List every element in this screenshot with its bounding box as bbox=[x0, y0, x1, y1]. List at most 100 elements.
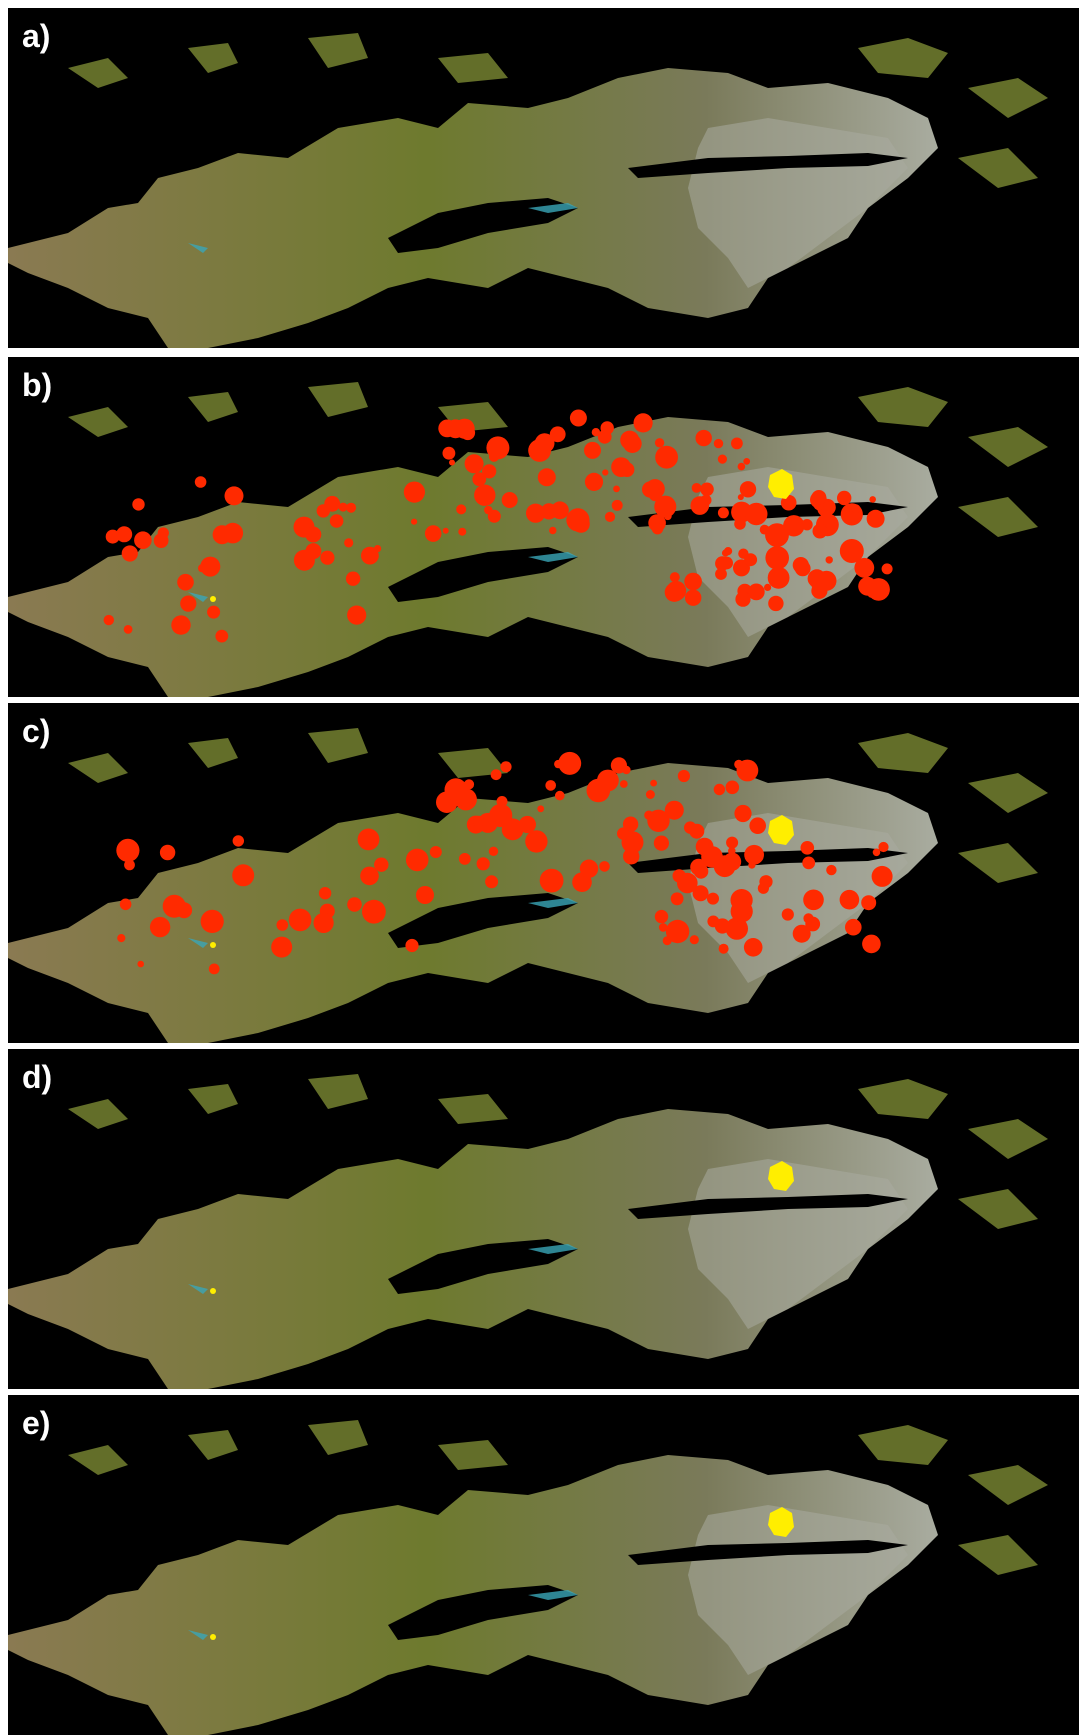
fire-detection-mark bbox=[713, 783, 726, 796]
central-valley bbox=[388, 893, 578, 948]
fire-detection-mark bbox=[749, 817, 766, 834]
fire-detection-mark bbox=[745, 502, 768, 526]
fire-detection-mark bbox=[194, 476, 207, 488]
fire-detection-mark bbox=[405, 848, 429, 872]
fire-detection-mark bbox=[803, 913, 814, 924]
fire-detection-mark bbox=[208, 963, 220, 975]
fire-detection-mark bbox=[812, 523, 828, 539]
fire-detection-mark bbox=[858, 576, 877, 596]
central-valley bbox=[388, 198, 578, 253]
fire-detection-mark bbox=[685, 589, 702, 606]
fire-detection-mark bbox=[851, 504, 861, 514]
yellow-patch bbox=[768, 815, 794, 845]
fire-detection-mark bbox=[539, 868, 564, 893]
fire-detection-mark bbox=[518, 815, 536, 834]
fire-detection-mark bbox=[734, 804, 752, 823]
fire-detection-mark bbox=[198, 564, 207, 573]
fire-detection-mark bbox=[124, 859, 135, 871]
fire-detection-mark bbox=[725, 917, 748, 940]
fire-detection-mark bbox=[537, 468, 556, 487]
east-valley bbox=[628, 153, 908, 178]
fire-detection-mark bbox=[405, 938, 419, 953]
fire-detection-mark bbox=[305, 526, 322, 543]
fire-detection-mark bbox=[707, 892, 719, 905]
fire-detection-mark bbox=[736, 759, 759, 782]
yellow-patch-small bbox=[210, 596, 216, 602]
fire-detection-mark bbox=[651, 523, 664, 535]
fire-detection-mark bbox=[569, 409, 587, 427]
fire-detection-mark bbox=[586, 778, 611, 803]
fire-detection-mark bbox=[744, 844, 764, 865]
fire-detection-mark bbox=[442, 446, 456, 460]
fire-detection-mark bbox=[212, 525, 232, 545]
fire-detection-mark bbox=[572, 872, 592, 892]
fire-detection-mark bbox=[584, 441, 601, 459]
fire-detection-mark bbox=[346, 502, 357, 513]
fire-detection-mark bbox=[695, 429, 712, 447]
fire-detection-mark bbox=[665, 919, 690, 944]
fire-detection-mark bbox=[103, 614, 115, 626]
central-valley bbox=[388, 1239, 578, 1294]
fire-detection-mark bbox=[613, 485, 620, 493]
fire-detection-mark bbox=[881, 563, 893, 575]
fire-detection-mark bbox=[728, 847, 736, 855]
fire-detection-mark bbox=[318, 887, 332, 900]
fire-detection-mark bbox=[684, 572, 702, 591]
fire-detection-mark bbox=[633, 413, 653, 433]
fire-detection-mark bbox=[872, 848, 881, 857]
fire-detection-mark bbox=[757, 882, 770, 894]
fire-detection-mark bbox=[490, 769, 502, 781]
fire-detection-mark bbox=[482, 464, 497, 479]
fire-detection-mark bbox=[540, 503, 558, 520]
fire-detection-mark bbox=[623, 434, 642, 453]
fire-detection-mark bbox=[119, 898, 132, 911]
fire-detection-mark bbox=[500, 761, 512, 773]
fire-detection-mark bbox=[558, 751, 582, 775]
fire-detection-mark bbox=[801, 519, 813, 531]
fire-detection-mark bbox=[689, 935, 699, 945]
fire-detection-mark bbox=[794, 560, 811, 577]
fire-detection-mark bbox=[744, 553, 758, 567]
fire-detection-mark bbox=[232, 835, 244, 847]
fire-detection-mark bbox=[862, 934, 881, 954]
fire-detection-mark bbox=[871, 865, 893, 887]
fire-detection-mark bbox=[611, 457, 631, 477]
water-body bbox=[188, 203, 578, 253]
fire-detection-mark bbox=[717, 507, 729, 519]
fire-detection-mark bbox=[619, 780, 628, 788]
fire-detection-mark bbox=[854, 557, 875, 578]
fire-detection-mark bbox=[622, 765, 631, 775]
fire-detection-mark bbox=[474, 484, 496, 506]
fire-detection-mark bbox=[501, 492, 518, 508]
map-panel-a: a) bbox=[8, 8, 1079, 348]
fire-detection-mark bbox=[207, 605, 221, 619]
fire-detection-mark bbox=[803, 889, 824, 911]
central-valley bbox=[388, 1585, 578, 1640]
fire-detection-mark bbox=[611, 499, 623, 511]
yellow-patch-small bbox=[210, 1288, 216, 1294]
fire-detection-mark bbox=[360, 866, 379, 886]
fire-detection-mark bbox=[132, 498, 145, 511]
fire-detection-mark bbox=[555, 790, 565, 801]
fire-detection-mark bbox=[721, 549, 730, 557]
fire-detection-mark bbox=[537, 805, 545, 813]
fire-detection-mark bbox=[691, 483, 702, 493]
fire-detection-mark bbox=[116, 526, 133, 543]
east-valley bbox=[628, 1194, 908, 1219]
fire-detection-mark bbox=[825, 556, 833, 564]
fire-detection-mark bbox=[707, 915, 720, 928]
fire-detection-mark bbox=[642, 481, 659, 498]
fire-detection-mark bbox=[171, 615, 191, 635]
fire-detection-mark bbox=[765, 523, 789, 547]
fire-detection-mark bbox=[271, 936, 293, 958]
fire-detection-mark bbox=[305, 543, 322, 560]
fire-detection-mark bbox=[200, 909, 224, 933]
fire-detection-mark bbox=[654, 438, 665, 448]
fire-detection-mark bbox=[525, 830, 548, 853]
fire-detection-mark bbox=[692, 885, 709, 902]
yellow-patch bbox=[768, 1507, 794, 1537]
fire-detection-mark bbox=[177, 573, 194, 591]
fire-detection-mark bbox=[826, 864, 837, 876]
fire-detection-mark bbox=[700, 482, 714, 497]
fire-detection-mark bbox=[444, 778, 468, 802]
